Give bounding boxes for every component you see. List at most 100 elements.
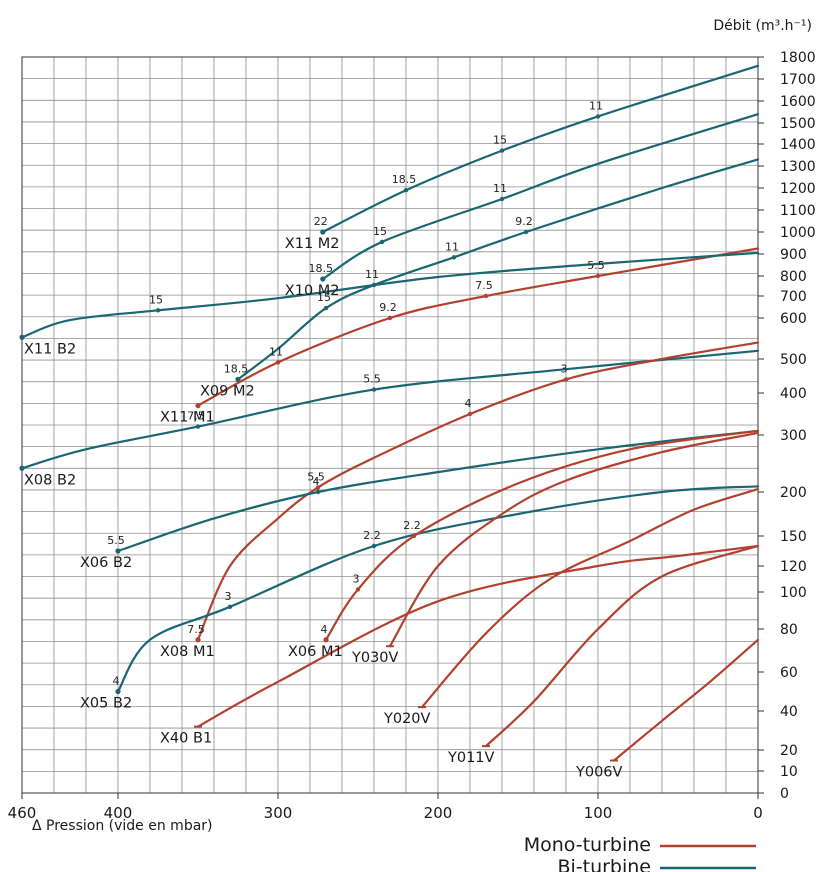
power-mark — [115, 548, 121, 554]
power-mark-label: 11 — [445, 240, 459, 253]
power-mark-label: 5.5 — [363, 373, 381, 386]
power-mark — [499, 196, 505, 202]
x-tick-label: 200 — [424, 804, 453, 822]
series-line-x11-m2 — [321, 64, 760, 234]
series-name-label: Y030V — [351, 650, 399, 666]
y-tick-label: 20 — [780, 743, 798, 759]
power-mark — [155, 308, 161, 313]
y-tick-label: 1300 — [780, 159, 816, 175]
y-tick-label: 1200 — [780, 181, 816, 197]
power-mark-label: 18.5 — [392, 173, 417, 186]
series-line-x05-b2 — [116, 485, 760, 693]
curves — [19, 64, 760, 762]
power-mark — [379, 239, 385, 245]
power-mark — [411, 533, 417, 539]
y-tick-label: 700 — [780, 289, 807, 305]
legend-label-mono: Mono-turbine — [524, 834, 651, 856]
y-tick-label: 10 — [780, 764, 798, 780]
series-line-y020v — [420, 488, 760, 709]
y-tick-label: 1700 — [780, 72, 816, 88]
power-mark-label: 4 — [465, 397, 472, 410]
series-line-x08-b2 — [20, 349, 760, 470]
y-tick-label: 1800 — [780, 50, 816, 66]
power-mark — [320, 276, 325, 282]
series-line-x06-b2 — [116, 429, 760, 553]
x-tick-label: 100 — [584, 804, 613, 822]
power-mark — [595, 273, 601, 279]
series-name-label: X06 M1 — [288, 644, 343, 660]
power-mark — [227, 604, 233, 609]
x-tick-label: 0 — [753, 804, 763, 822]
y-axis-title: Débit (m³.h⁻¹) — [713, 18, 812, 34]
power-mark — [563, 377, 569, 382]
power-mark-label: 4 — [313, 475, 320, 488]
y-tick-label: 150 — [780, 529, 807, 545]
power-mark — [235, 377, 241, 382]
series-line-x08-m1 — [196, 341, 760, 641]
power-mark — [115, 689, 121, 694]
y-tick-label: 120 — [780, 559, 807, 575]
power-mark — [355, 587, 361, 592]
series-name-label: Y011V — [447, 750, 495, 766]
power-mark-label: 5.5 — [587, 259, 605, 272]
power-mark-label: 4 — [113, 675, 120, 688]
series-name-label: X11 B2 — [24, 341, 76, 357]
power-mark — [451, 255, 457, 260]
power-mark — [195, 637, 201, 642]
power-mark-label: 2.2 — [403, 519, 421, 532]
power-mark-label: 9.2 — [379, 301, 397, 314]
series-name-label: X08 B2 — [24, 472, 76, 488]
y-tick-label: 1100 — [780, 203, 816, 219]
power-mark — [275, 360, 281, 365]
series-start-marker — [195, 403, 201, 409]
power-mark-label: 18.5 — [224, 362, 249, 375]
power-mark-label: 11 — [365, 268, 379, 281]
power-mark — [195, 424, 201, 429]
power-mark-label: 5.5 — [107, 534, 125, 547]
y-tick-label: 80 — [780, 622, 798, 638]
series-name-label: X11 M1 — [160, 410, 215, 426]
power-mark-label: 5.5 — [307, 470, 325, 483]
y-tick-label: 200 — [780, 485, 807, 501]
legend: Mono-turbine Bi-turbine — [524, 834, 756, 872]
y-tick-label: 0 — [780, 786, 789, 802]
power-mark-label: 4 — [321, 623, 328, 636]
series-name-label: X10 M2 — [285, 283, 340, 299]
series-start-marker — [19, 334, 25, 340]
series-line-x40-b1 — [196, 544, 760, 728]
power-mark-label: 15 — [149, 293, 163, 306]
power-mark-label: 9.2 — [515, 215, 533, 228]
series-line-x11-b2 — [20, 251, 760, 339]
y-tick-label: 60 — [780, 665, 798, 681]
x-axis-title: Δ Pression (vide en mbar) — [32, 818, 213, 834]
series-line-x09-m2 — [236, 158, 760, 381]
y-tick-label: 800 — [780, 269, 807, 285]
series-name-label: Y006V — [575, 765, 623, 781]
series-name-label: X06 B2 — [80, 555, 132, 571]
power-mark-label: 11 — [269, 345, 283, 358]
series-line-y030v — [388, 431, 760, 648]
series-name-label: X09 M2 — [200, 383, 255, 399]
y-tick-label: 100 — [780, 585, 807, 601]
power-mark — [403, 188, 409, 193]
series-line-y011v — [484, 544, 760, 748]
power-mark-label: 3 — [561, 362, 568, 375]
power-mark-label: 15 — [493, 134, 507, 147]
x-tick-label: 400 — [104, 804, 133, 822]
power-mark-label: 7.5 — [187, 623, 205, 636]
power-mark — [387, 315, 393, 321]
power-mark — [499, 148, 505, 153]
power-mark — [467, 411, 473, 417]
power-mark-label: 2.2 — [363, 529, 381, 542]
y-tick-label: 1500 — [780, 116, 816, 132]
y-tick-label: 1600 — [780, 94, 816, 110]
series-line-x06-m1 — [324, 429, 760, 641]
power-mark — [323, 637, 329, 642]
y-tick-label: 1400 — [780, 137, 816, 153]
power-mark-label: 7.5 — [475, 279, 493, 292]
grid — [21, 56, 759, 794]
x-tick-label: 300 — [264, 804, 293, 822]
plot-frame — [21, 56, 759, 794]
power-mark — [595, 114, 601, 119]
power-mark — [320, 229, 325, 235]
